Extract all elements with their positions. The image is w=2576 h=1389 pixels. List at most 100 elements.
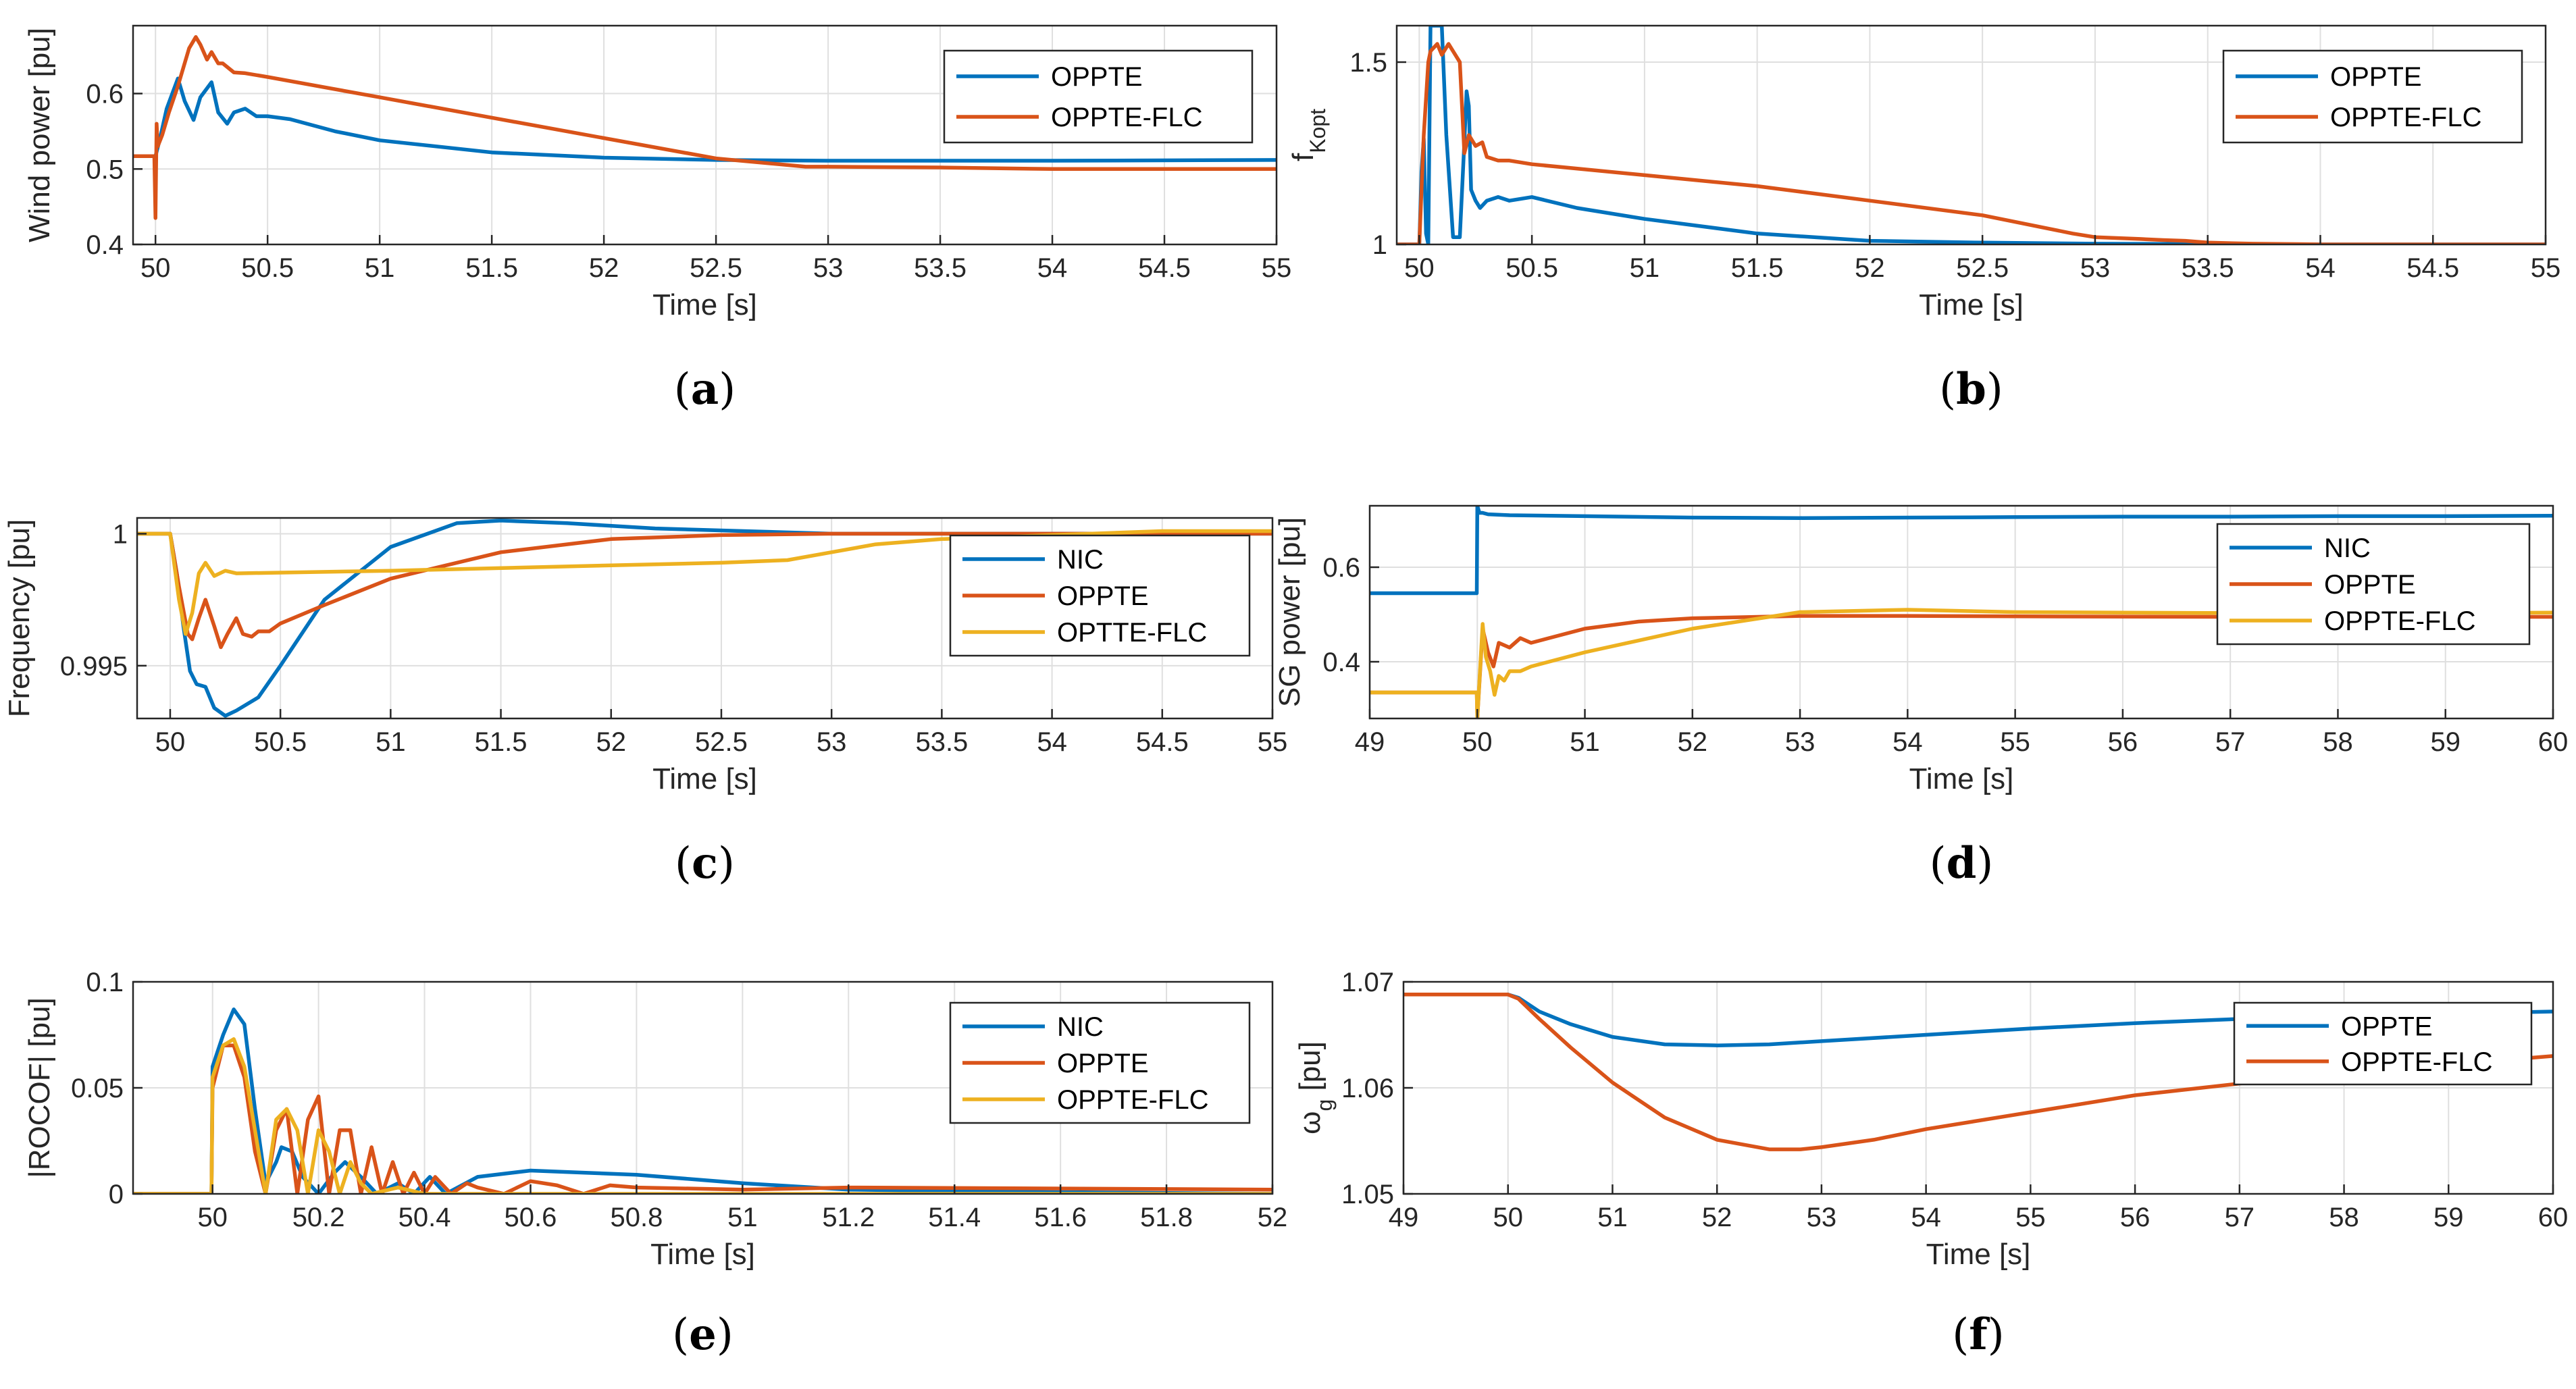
chart-panel-b: 50 50.5 51 51.5 52 52.5 53 53.5 54 54.5 55 1 1.5 Time… (1287, 24, 2561, 415)
x-tick-label: 51.4 (928, 1203, 981, 1232)
x-tick-label: 52 (1258, 1203, 1288, 1232)
x-tick-label: 52 (1855, 253, 1885, 283)
y-axis-label: SG power [pu] (1273, 517, 1306, 707)
x-tick-label: 54 (1037, 253, 1068, 283)
x-tick-label: 59 (2433, 1203, 2464, 1232)
y-tick-label: 1.05 (1341, 1180, 1394, 1209)
axes-frame (132, 24, 1278, 246)
x-tick-label: 54 (1037, 727, 1067, 757)
legend: NIC OPPTE OPPTE-FLC (949, 1001, 1251, 1124)
chart-panel-e: 50 50.2 50.4 50.6 50.8 51 51.2 51.4 51.6 51.8 52 0 0… (23, 968, 1287, 1360)
x-axis-label: Time [s] (1926, 1238, 2031, 1271)
x-tick-label: 50 (155, 727, 186, 757)
x-tick-label: 52 (589, 253, 619, 283)
x-tick-label: 53 (2080, 253, 2111, 283)
panel-label: (f) (1952, 1309, 2004, 1360)
y-axis-label: ωg [pu] (1293, 1041, 1337, 1134)
series-line-optte-flc (137, 529, 1272, 636)
y-tick-label: 0.4 (86, 230, 124, 260)
x-tick-label: 54.5 (1136, 727, 1189, 757)
x-tick-label: 51 (727, 1203, 758, 1232)
series-line-oppte-flc (1370, 608, 2553, 718)
legend-entry: OPPTE (2324, 570, 2416, 600)
panel-label: (e) (672, 1309, 733, 1360)
y-tick-label: 0.05 (71, 1074, 124, 1103)
x-tick-label: 50 (197, 1203, 228, 1232)
x-tick-label: 59 (2430, 727, 2461, 757)
y-tick-label: 1 (1372, 230, 1387, 260)
legend: NIC OPPTE OPPTE-FLC (2216, 523, 2531, 646)
y-tick-label: 0.5 (86, 155, 124, 184)
y-tick-label: 0.4 (1322, 648, 1360, 677)
y-axis-label: fKopt (1287, 109, 1330, 161)
y-tick-label: 1.06 (1341, 1074, 1394, 1103)
legend: NIC OPPTE OPTTE-FLC (949, 534, 1251, 657)
legend-entry: OPPTE-FLC (2330, 103, 2481, 132)
axes-frame (1395, 24, 2547, 246)
legend-entry: OPPTE-FLC (2341, 1047, 2492, 1077)
x-tick-label: 50 (1462, 727, 1493, 757)
x-tick-label: 50.6 (505, 1203, 557, 1232)
series-line-nic (133, 1007, 1272, 1194)
panel-label: (a) (674, 364, 736, 415)
legend-entry: NIC (1057, 545, 1104, 575)
x-tick-label: 53 (813, 253, 844, 283)
x-tick-label: 53.5 (915, 727, 968, 757)
x-tick-label: 51.5 (475, 727, 527, 757)
panel-label: (b) (1939, 364, 2003, 415)
x-tick-label: 53.5 (2182, 253, 2234, 283)
panel-label: (c) (675, 838, 735, 889)
x-tick-label: 52 (1702, 1203, 1732, 1232)
x-tick-label: 54.5 (1138, 253, 1191, 283)
y-tick-label: 1 (113, 519, 128, 549)
legend-entry: OPTTE-FLC (1057, 618, 1207, 648)
series-group (133, 35, 1277, 220)
x-axis-label: Time [s] (650, 1238, 755, 1271)
x-tick-label: 58 (2329, 1203, 2359, 1232)
legend-entry: NIC (2324, 533, 2371, 563)
legend-entry: OPPTE (1057, 581, 1149, 611)
x-tick-label: 56 (2120, 1203, 2150, 1232)
x-tick-label: 50.5 (254, 727, 307, 757)
x-tick-label: 56 (2108, 727, 2138, 757)
x-tick-label: 60 (2538, 727, 2569, 757)
legend-entry: OPPTE (1051, 62, 1143, 92)
x-axis-label: Time [s] (1919, 288, 2024, 321)
x-tick-label: 51 (1630, 253, 1660, 283)
legend-box (2233, 1001, 2533, 1086)
series-group (1370, 506, 2553, 718)
y-tick-label: 1.5 (1349, 48, 1387, 78)
series-line-oppte-flc (133, 35, 1277, 220)
x-tick-label: 54.5 (2406, 253, 2459, 283)
x-tick-label: 51 (376, 727, 406, 757)
chart-panel-a: 50 50.5 51 51.5 52 52.5 53 53.5 54 54.5 55 0.4 0.5 0.… (23, 24, 1292, 415)
x-tick-label: 55 (2015, 1203, 2046, 1232)
chart-panel-d: 49 50 51 52 53 54 55 56 57 58 59 60 0.4 0.6 Time [s] SG… (1273, 504, 2569, 889)
x-tick-label: 55 (2531, 253, 2561, 283)
x-tick-label: 49 (1355, 727, 1385, 757)
legend: OPPTE OPPTE-FLC (2233, 1001, 2533, 1086)
x-tick-label: 57 (2225, 1203, 2255, 1232)
chart-panel-c: 50 50.5 51 51.5 52 52.5 53 53.5 54 54.5 55 0.995 1 Ti… (3, 517, 1288, 889)
x-tick-label: 50.5 (241, 253, 294, 283)
legend-box (2216, 523, 2531, 646)
legend-entry: OPPTE-FLC (2324, 606, 2475, 636)
x-tick-label: 50 (1404, 253, 1435, 283)
series-line-nic (1370, 506, 2553, 596)
y-tick-label: 0 (109, 1180, 124, 1209)
x-tick-label: 54 (1892, 727, 1923, 757)
series-line-oppte (137, 531, 1272, 650)
x-tick-label: 53 (1807, 1203, 1837, 1232)
x-tick-label: 51 (1597, 1203, 1628, 1232)
legend-entry: OPPTE (2341, 1012, 2433, 1041)
x-tick-label: 55 (1258, 727, 1288, 757)
series-line-oppte-flc (1397, 42, 2546, 244)
x-tick-label: 51 (365, 253, 395, 283)
x-tick-label: 50 (1493, 1203, 1523, 1232)
legend: OPPTE OPPTE-FLC (2222, 49, 2523, 144)
x-tick-label: 55 (1262, 253, 1292, 283)
y-tick-label: 1.07 (1341, 968, 1394, 997)
legend-entry: OPPTE (1057, 1049, 1149, 1078)
x-tick-label: 51.8 (1140, 1203, 1193, 1232)
x-tick-label: 54 (1911, 1203, 1941, 1232)
